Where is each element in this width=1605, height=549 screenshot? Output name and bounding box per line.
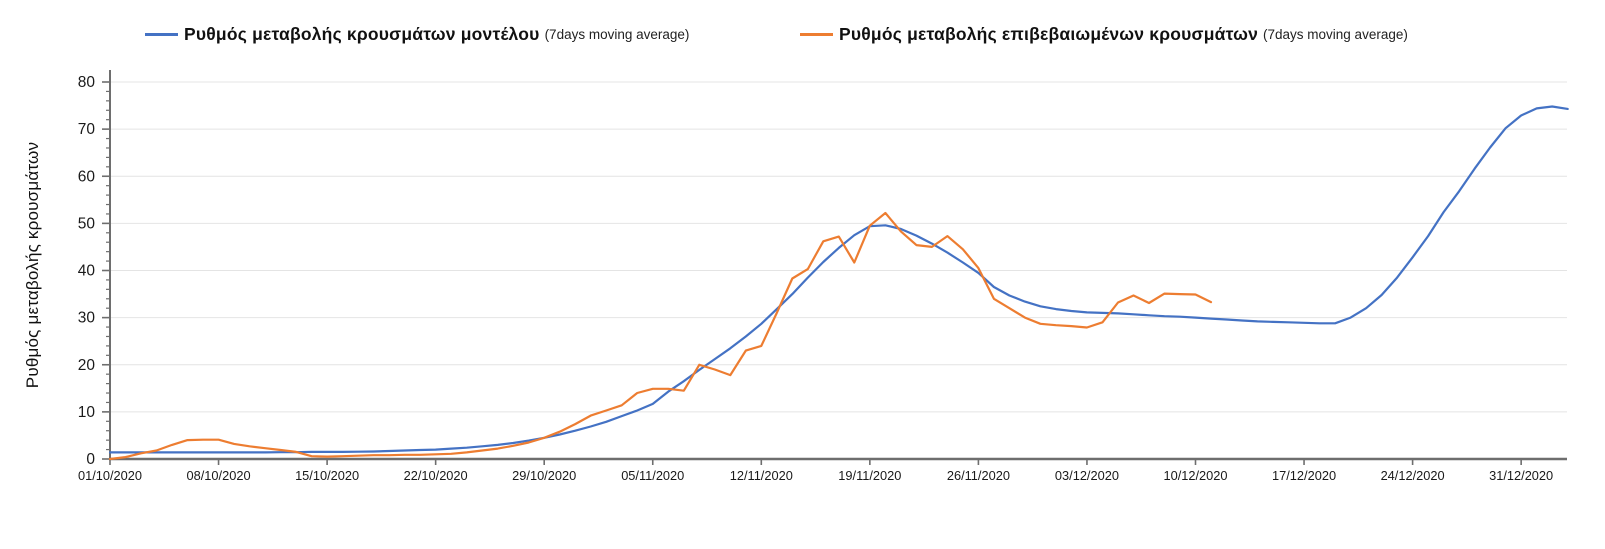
x-tick-label: 01/10/2020 <box>78 468 142 483</box>
confirmed-line-swatch-icon <box>800 33 833 36</box>
gridlines <box>110 81 1567 413</box>
legend-entry-model: Ρυθμός μεταβολής κρουσμάτων μοντέλου (7d… <box>145 24 689 45</box>
x-tick-label: 10/12/2020 <box>1163 468 1227 483</box>
legend-confirmed-sublabel: (7days moving average) <box>1263 27 1408 42</box>
y-tick-label: 60 <box>78 168 96 185</box>
x-tick-label: 03/12/2020 <box>1055 468 1119 483</box>
y-tick-label: 30 <box>78 310 96 327</box>
y-axis-title: Ρυθμός μεταβολής κρουσμάτων <box>23 141 42 389</box>
x-tick-label: 05/11/2020 <box>621 468 684 483</box>
x-tick-label: 22/10/2020 <box>404 468 468 483</box>
x-tick-label: 12/11/2020 <box>730 468 793 483</box>
y-tick-label: 0 <box>86 451 95 468</box>
x-tick-label: 31/12/2020 <box>1489 468 1553 483</box>
x-tick-labels: 01/10/2020 08/10/2020 15/10/2020 22/10/2020… <box>78 468 1553 483</box>
legend-confirmed-label: Ρυθμός μεταβολής επιβεβαιωμένων κρουσμάτ… <box>839 24 1259 44</box>
axes <box>109 70 1567 461</box>
confirmed-series-line <box>108 211 1213 461</box>
y-tick-labels: 0 10 20 30 40 50 60 70 80 <box>78 74 96 468</box>
x-tick-label: 15/10/2020 <box>295 468 359 483</box>
x-tick-label: 17/12/2020 <box>1272 468 1336 483</box>
x-tick-label: 26/11/2020 <box>947 468 1010 483</box>
legend-entry-confirmed: Ρυθμός μεταβολής επιβεβαιωμένων κρουσμάτ… <box>800 24 1408 45</box>
x-tick-label: 19/11/2020 <box>838 468 901 483</box>
legend-model-sublabel: (7days moving average) <box>544 27 690 42</box>
y-tick-label: 20 <box>78 357 96 374</box>
axis-ticks <box>102 81 1522 465</box>
y-tick-label: 40 <box>78 263 96 280</box>
x-tick-label: 24/12/2020 <box>1381 468 1445 483</box>
model-series-line <box>108 105 1569 454</box>
y-tick-label: 10 <box>78 404 96 421</box>
model-line-swatch-icon <box>145 33 178 36</box>
series-lines <box>108 105 1569 461</box>
y-tick-label: 80 <box>78 74 96 91</box>
y-tick-label: 70 <box>78 121 96 138</box>
y-tick-label: 50 <box>78 215 96 232</box>
legend-model-label: Ρυθμός μεταβολής κρουσμάτων μοντέλου <box>184 24 540 44</box>
x-tick-label: 08/10/2020 <box>187 468 251 483</box>
x-tick-label: 29/10/2020 <box>512 468 576 483</box>
